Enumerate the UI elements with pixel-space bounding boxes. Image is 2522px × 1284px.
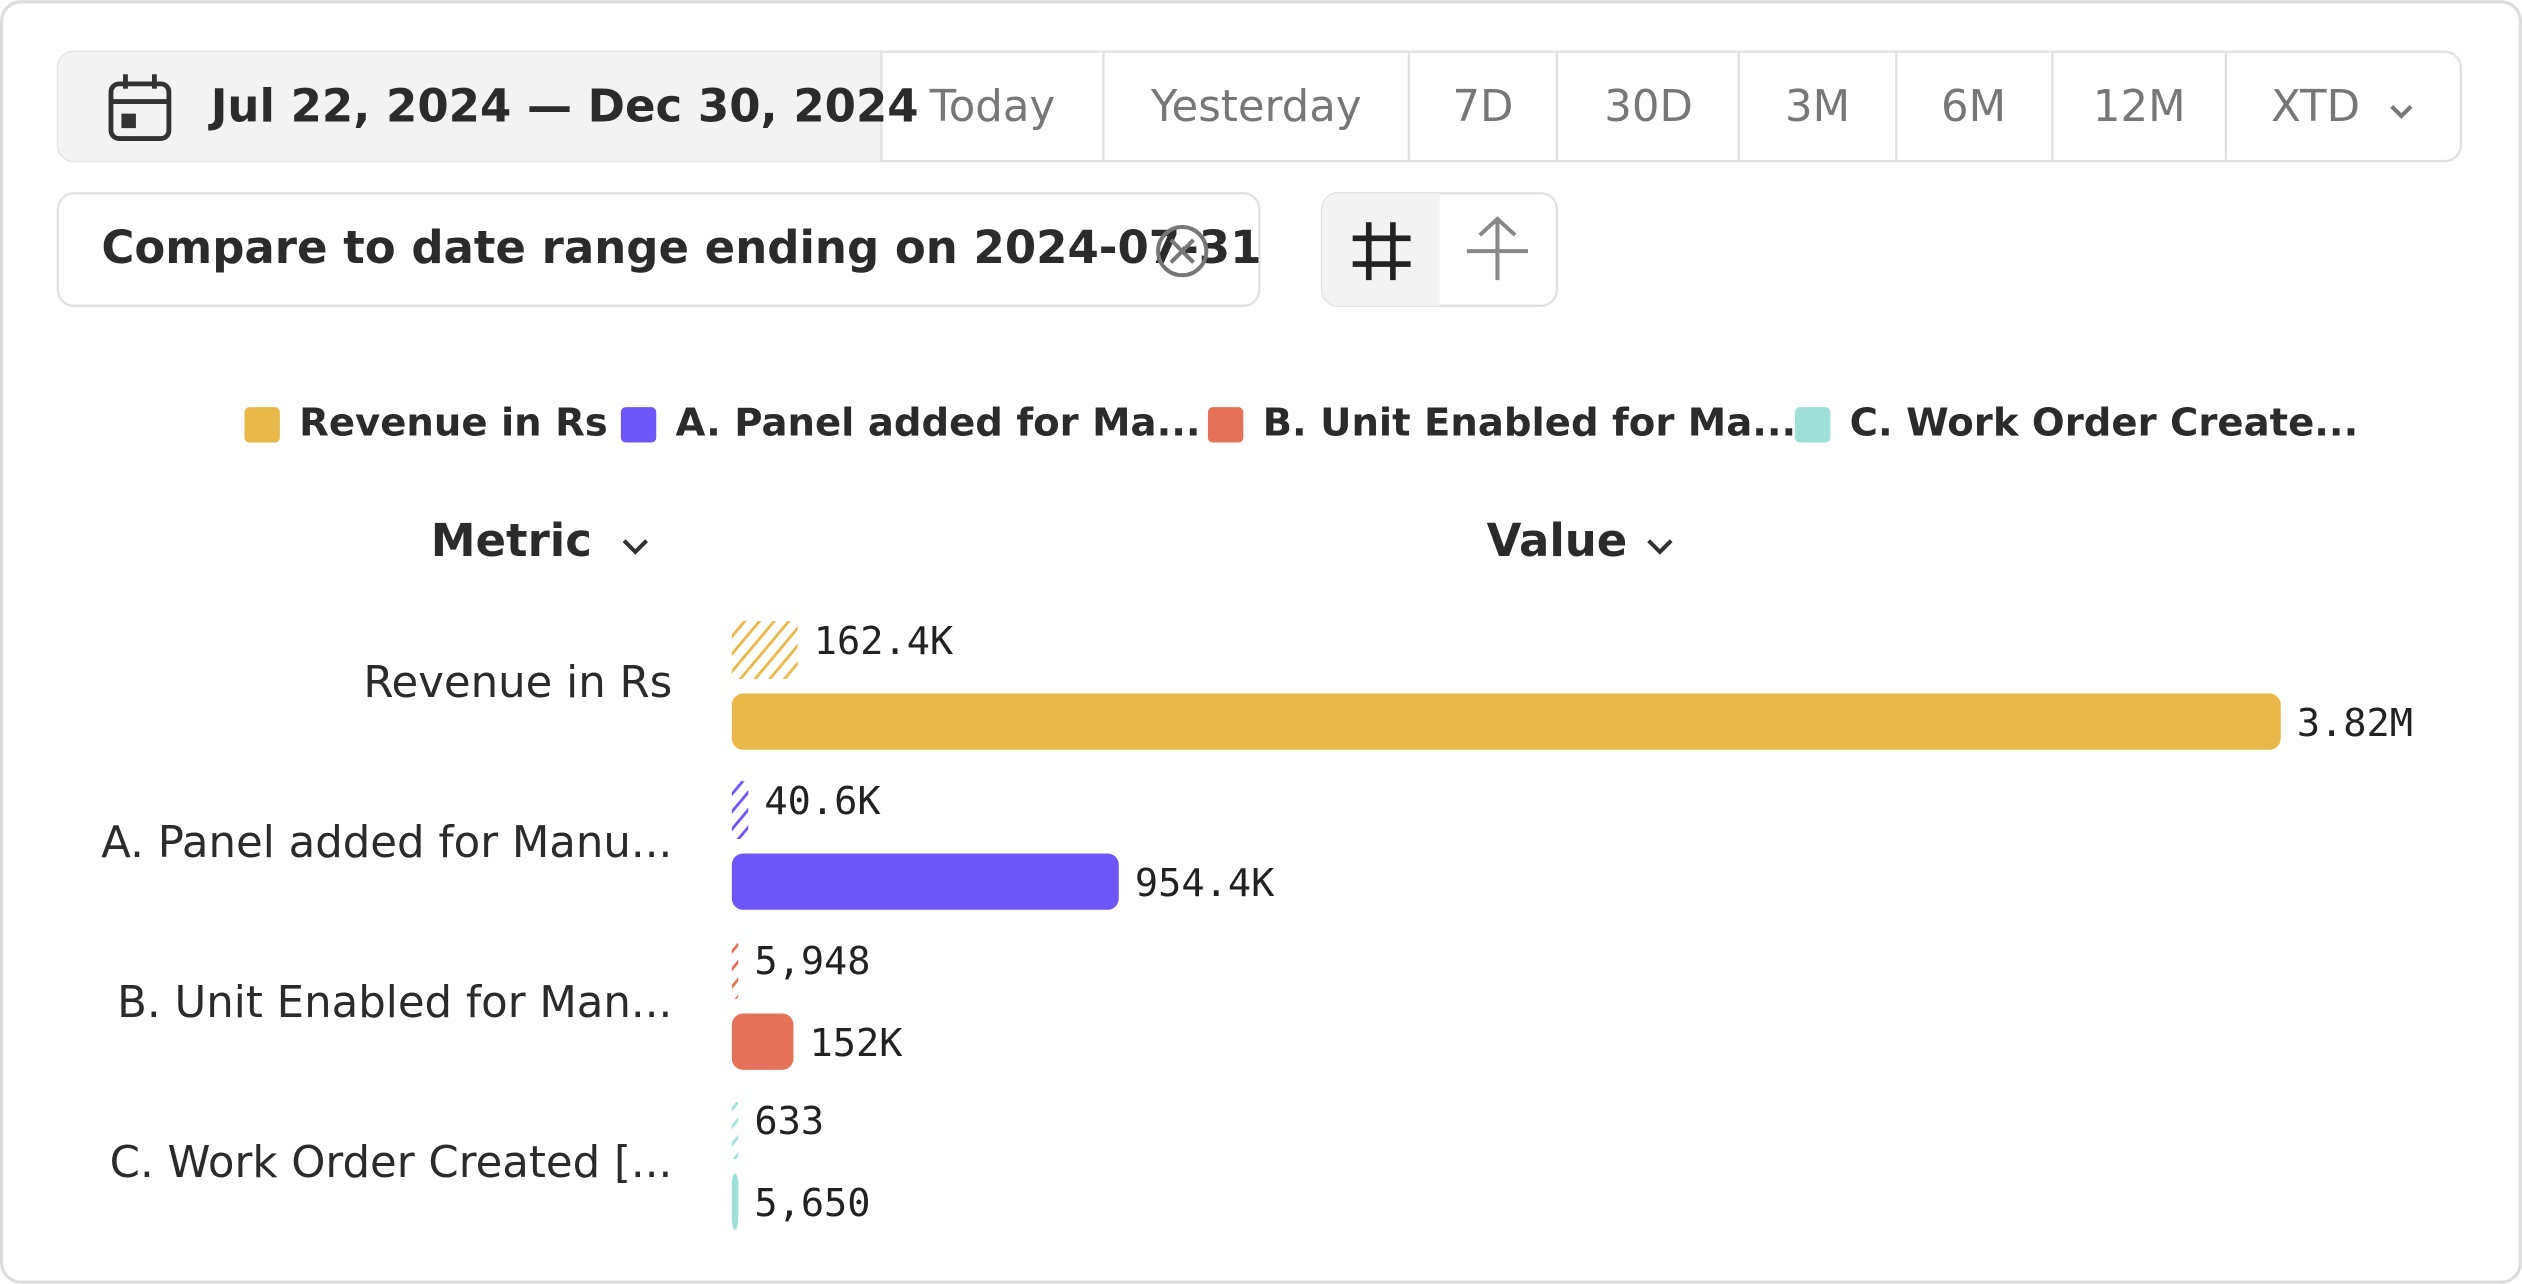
row-label: Revenue in Rs xyxy=(363,658,672,708)
value-label: 3.82M xyxy=(2297,701,2413,746)
legend-label: Revenue in Rs xyxy=(299,400,608,445)
chart: Metric Value Revenue in Rs A. Panel added… xyxy=(101,400,2413,1230)
row-label: B. Unit Enabled for Man... xyxy=(117,978,672,1028)
compare-value-label: 162.4K xyxy=(814,619,954,664)
column-header[interactable]: Value xyxy=(1487,514,1628,567)
compare-value-label: 633 xyxy=(754,1099,824,1144)
legend-swatch xyxy=(620,407,657,443)
preset-button[interactable]: Today xyxy=(929,82,1056,132)
legend-label: C. Work Order Create... xyxy=(1850,400,2359,445)
legend-swatch xyxy=(1207,407,1244,443)
value-label: 152K xyxy=(810,1021,904,1066)
calendar-icon xyxy=(108,74,172,141)
bar-icon[interactable] xyxy=(1466,216,1528,281)
compare-bar xyxy=(731,941,739,1000)
hash-icon xyxy=(1352,222,1411,281)
toolbar: Jul 22, 2024 — Dec 30, 2024 Today Yester… xyxy=(56,50,2463,163)
value-label: 5,650 xyxy=(754,1181,870,1226)
bar xyxy=(731,693,2281,750)
compare-value-label: 5,948 xyxy=(754,939,870,984)
view-toggle xyxy=(1320,192,1559,308)
legend-label: A. Panel added for Ma... xyxy=(676,400,1201,445)
row-label: C. Work Order Created [... xyxy=(110,1138,673,1188)
compare-bar xyxy=(731,1101,739,1160)
preset-button[interactable]: 12M xyxy=(2093,82,2186,132)
row-label: A. Panel added for Manu... xyxy=(101,818,672,868)
column-header[interactable]: Metric xyxy=(431,514,592,567)
preset-button[interactable]: Yesterday xyxy=(1150,82,1362,132)
legend-swatch xyxy=(244,407,280,443)
value-label: 954.4K xyxy=(1135,861,1275,906)
date-picker-bg[interactable] xyxy=(57,51,882,162)
bar xyxy=(731,1013,794,1070)
legend-swatch xyxy=(1794,407,1831,443)
preset-button[interactable]: 30D xyxy=(1604,82,1693,132)
preset-button[interactable]: 7D xyxy=(1452,82,1513,132)
preset-button[interactable]: 6M xyxy=(1941,82,2006,132)
clear-icon[interactable] xyxy=(1156,225,1209,278)
compare-value-label: 40.6K xyxy=(764,779,881,824)
preset-button[interactable]: XTD xyxy=(2271,82,2360,132)
chevron-icon xyxy=(622,539,649,555)
compare-chip: Compare to date range ending on 2024-07-… xyxy=(56,192,1261,308)
date-range[interactable]: Jul 22, 2024 — Dec 30, 2024 xyxy=(208,80,919,133)
dividers xyxy=(880,51,2228,162)
chevron-icon xyxy=(1647,539,1673,555)
compare-bar xyxy=(731,621,798,679)
bar xyxy=(731,853,1119,910)
compare-bar xyxy=(731,781,749,840)
preset-button[interactable]: 3M xyxy=(1785,82,1850,132)
toggle-active[interactable] xyxy=(1322,193,1440,306)
compare-frame xyxy=(56,192,1261,308)
bar xyxy=(731,1173,739,1230)
chevron-icon xyxy=(2390,104,2413,119)
compare-label: Compare to date range ending on 2024-07-… xyxy=(101,221,1261,274)
legend-label: B. Unit Enabled for Ma... xyxy=(1263,400,1797,445)
